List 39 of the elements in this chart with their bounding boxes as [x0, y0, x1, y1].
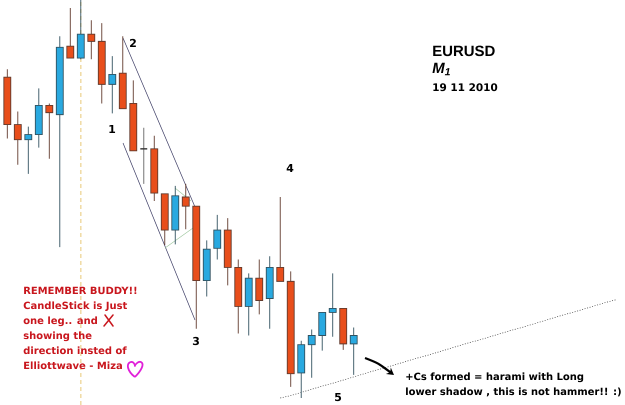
candlestick	[202, 240, 211, 297]
candlestick	[76, 0, 85, 60]
annotation: 3	[192, 336, 199, 346]
annotation: 4	[286, 164, 294, 172]
candlestick	[286, 270, 295, 388]
annotation: showing the	[24, 331, 92, 342]
candlestick	[192, 206, 200, 330]
annotation: CandleStick is Just	[24, 301, 128, 311]
candlestick	[118, 36, 127, 110]
candlestick	[244, 272, 253, 336]
candlestick	[318, 312, 326, 352]
annotation: lower shadow , this is not hammer!! :)	[406, 387, 621, 396]
candlestick	[171, 185, 180, 245]
candlestick	[297, 340, 306, 398]
candlestick	[129, 80, 138, 152]
text: EURUSD	[433, 46, 495, 56]
annotation: +Cs formed = harami with Long	[406, 372, 584, 382]
candlestick	[140, 127, 148, 184]
candlestick	[150, 135, 158, 202]
candlestick	[98, 22, 106, 104]
annotation: Elliottwave - Miza	[24, 361, 122, 370]
annotation: 2	[130, 38, 136, 47]
annotation: one leg.. and	[24, 316, 97, 326]
candlestick	[14, 110, 22, 166]
candlestick	[234, 259, 242, 334]
candlestick	[266, 256, 274, 330]
candlestick	[255, 259, 264, 315]
text: M$_{1}$	[432, 62, 450, 76]
candlestick	[213, 214, 222, 260]
candlestick	[224, 218, 232, 286]
candlestick	[160, 193, 169, 246]
candlestick	[3, 68, 12, 139]
annotation: 5	[335, 393, 342, 402]
annotation: 1	[109, 125, 116, 133]
annotation: REMEMBER BUDDY!!	[24, 286, 136, 294]
annotation: 19 11 2010	[433, 83, 498, 92]
annotation: direction insted of	[24, 346, 127, 354]
candlestick	[34, 88, 43, 148]
candlestick	[339, 308, 348, 350]
